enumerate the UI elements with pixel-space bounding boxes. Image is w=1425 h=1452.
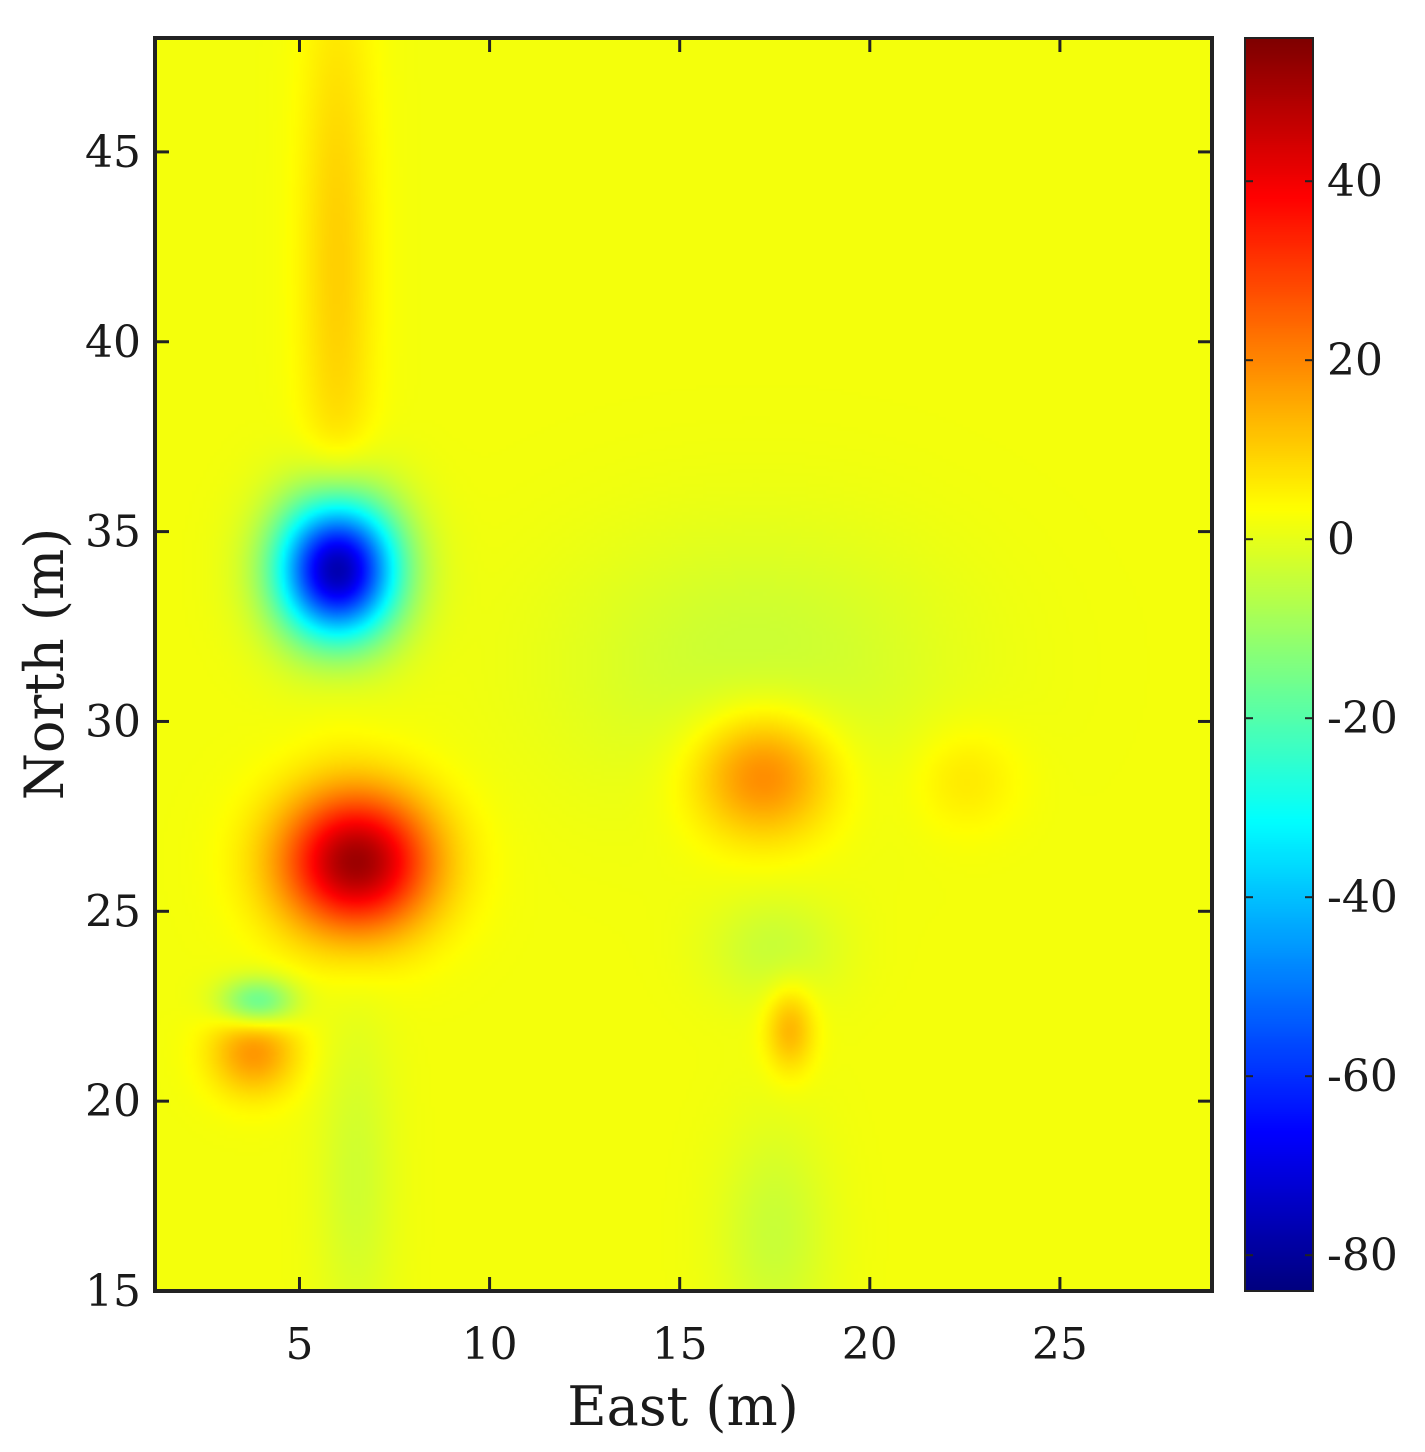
y-tick-label: 40 <box>85 317 141 368</box>
y-tick-label: 45 <box>85 127 141 178</box>
colorbar-tick-label: 0 <box>1327 514 1355 565</box>
y-tick-label: 25 <box>85 886 141 937</box>
colorbar: -80 -60 -40 -20 0 20 40 <box>1244 37 1398 1292</box>
y-tick-label: 15 <box>85 1266 141 1317</box>
colorbar-frame <box>1244 37 1314 1292</box>
y-axis-label: North (m) <box>13 528 76 801</box>
colorbar-gradient <box>1245 38 1313 1291</box>
plot-frame <box>153 36 1214 1293</box>
x-tick-label: 5 <box>285 1319 313 1370</box>
heatmap-image <box>155 38 1212 1291</box>
x-axis-ticks: 5 10 15 20 25 <box>285 38 1088 1370</box>
y-tick-label: 20 <box>85 1076 141 1127</box>
y-tick-label: 30 <box>85 696 141 747</box>
y-axis-ticks: 15 20 25 30 35 40 45 <box>85 127 1212 1317</box>
colorbar-ticks: -80 -60 -40 -20 0 20 40 <box>1245 156 1398 1281</box>
colorbar-tick-label: 20 <box>1327 335 1383 386</box>
x-tick-label: 25 <box>1032 1319 1088 1370</box>
y-tick-label: 35 <box>85 507 141 558</box>
colorbar-tick-label: -20 <box>1327 693 1398 744</box>
x-tick-label: 20 <box>842 1319 898 1370</box>
colorbar-tick-label: -40 <box>1327 872 1398 923</box>
colorbar-tick-label: -80 <box>1327 1230 1398 1281</box>
x-tick-label: 10 <box>462 1319 518 1370</box>
colorbar-tick-label: 40 <box>1327 156 1383 207</box>
colorbar-tick-label: -60 <box>1327 1051 1398 1102</box>
x-axis-label: East (m) <box>567 1375 799 1438</box>
x-tick-label: 15 <box>652 1319 708 1370</box>
plot-area <box>153 36 1214 1293</box>
